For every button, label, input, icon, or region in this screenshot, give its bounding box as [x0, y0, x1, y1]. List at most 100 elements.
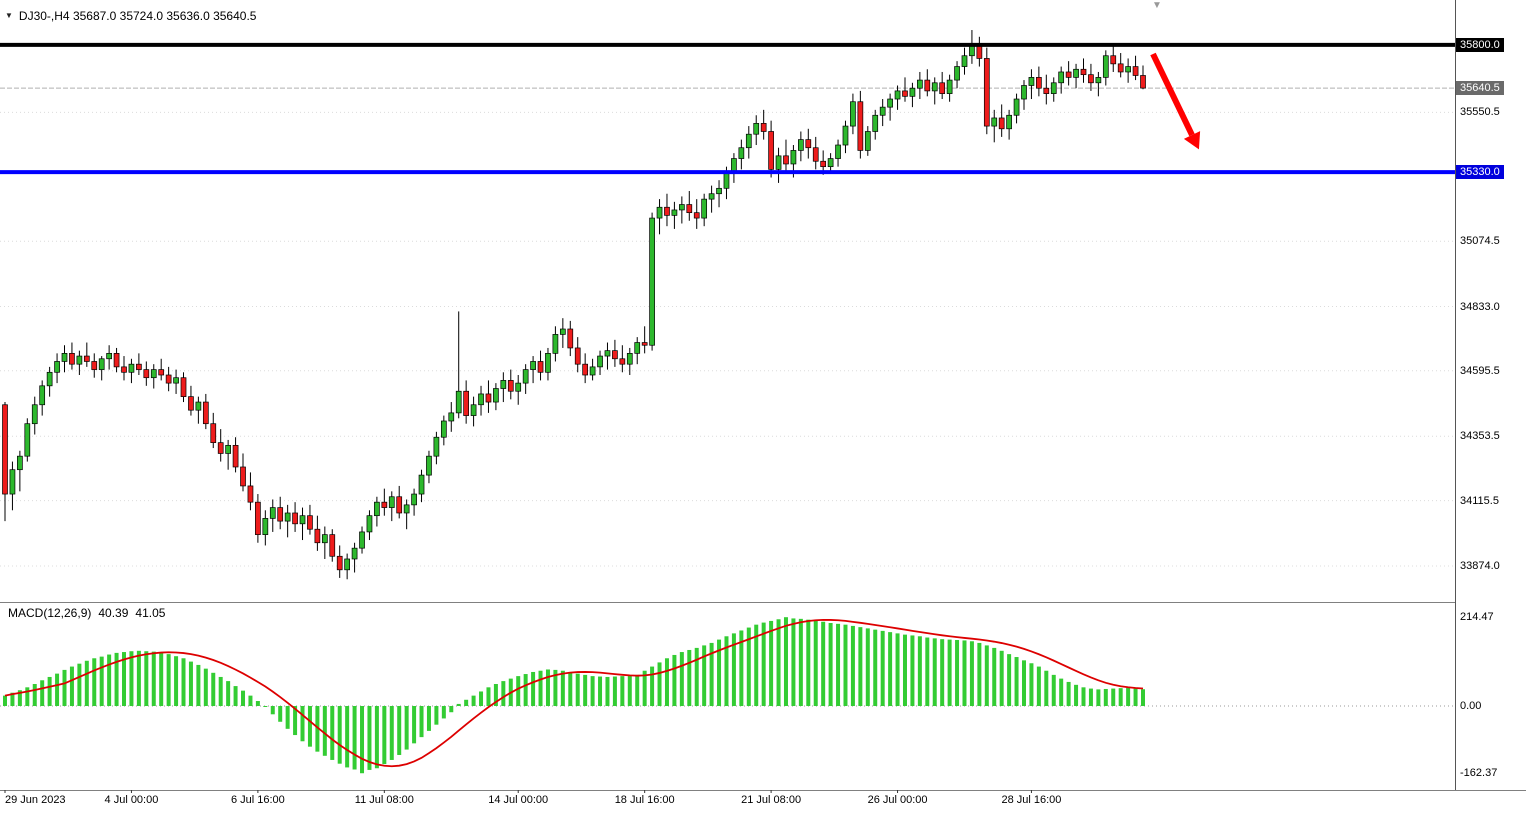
time-axis-label: 11 Jul 08:00 [354, 794, 414, 806]
macd-histogram-bar [761, 622, 766, 707]
macd-axis-label: 214.47 [1460, 610, 1494, 623]
macd-histogram-bar [590, 676, 595, 707]
candle-body [656, 206, 663, 219]
candle-body [983, 58, 990, 127]
candle-body [359, 531, 365, 549]
macd-histogram-bar [895, 633, 900, 707]
macd-signal-value: 41.05 [135, 606, 166, 620]
candle-body [760, 123, 767, 132]
candle-body [961, 55, 968, 67]
candle-body [188, 396, 194, 411]
macd-histogram-bar [836, 623, 841, 707]
macd-histogram-bar [850, 625, 855, 707]
macd-histogram-bar [635, 674, 640, 707]
candle-body [61, 353, 68, 362]
candle-body [180, 377, 187, 397]
price-axis-label: 34115.5 [1460, 494, 1499, 507]
candle-body [619, 358, 626, 365]
macd-histogram-bar [1141, 689, 1145, 707]
candle-body [255, 501, 261, 535]
macd-histogram-bar [412, 706, 417, 744]
candle-body [277, 507, 284, 522]
macd-histogram-bar [10, 692, 15, 707]
candle-body [232, 444, 239, 468]
time-axis[interactable]: 29 Jun 2023 4 Jul 00:00 6 Jul 16:00 11 Jul … [0, 793, 1455, 813]
macd-histogram-bar [255, 701, 260, 707]
macd-histogram-bar [307, 706, 312, 747]
macd-histogram-bar [84, 660, 89, 707]
trend-arrow-shaft[interactable] [1150, 52, 1195, 137]
macd-histogram-bar [32, 684, 37, 707]
macd-histogram-bar [902, 634, 907, 707]
chart-collapse-icon[interactable]: ▼ [5, 11, 13, 20]
candle-body [686, 204, 693, 214]
macd-histogram-bar [114, 652, 119, 707]
macd-histogram-bar [337, 706, 342, 764]
time-axis-label: 6 Jul 16:00 [230, 794, 285, 806]
candle-body [805, 139, 812, 149]
candle-body [381, 501, 388, 508]
candle-body [1088, 74, 1094, 84]
macd-histogram-bar [538, 670, 543, 707]
macd-histogram-bar [612, 676, 617, 707]
scroll-anchor-icon[interactable]: ▼ [1152, 0, 1162, 11]
symbol-ohlc-text: DJ30-,H4 35687.0 35724.0 35636.0 35640.5 [18, 9, 257, 23]
main-chart-region[interactable] [0, 0, 1455, 602]
macd-histogram-bar [233, 686, 238, 707]
macd-histogram-bar [129, 651, 134, 707]
candle-body [39, 385, 46, 406]
price-axis-label: 35330.0 [1456, 165, 1504, 180]
macd-histogram-bar [821, 621, 826, 707]
macd-histogram-bar [731, 633, 736, 707]
candle-body [388, 496, 395, 508]
candle-body [976, 44, 983, 59]
candle-body [589, 366, 596, 376]
price-axis[interactable]: 35800.0 35640.5 35550.5 35330.0 35074.5 34833… [1456, 0, 1526, 790]
price-axis-label: 33874.0 [1460, 560, 1500, 572]
trend-arrow-head[interactable] [1183, 131, 1201, 150]
candle-body [559, 328, 566, 335]
macd-histogram-bar [3, 695, 7, 707]
macd-histogram-bar [657, 662, 662, 707]
macd-histogram-bar [962, 640, 967, 707]
price-axis-label: 35550.5 [1460, 106, 1500, 119]
macd-histogram-bar [374, 706, 379, 769]
macd-histogram-bar [47, 676, 52, 707]
macd-histogram-bar [598, 676, 603, 707]
macd-histogram-bar [702, 645, 707, 707]
candle-body [493, 388, 499, 403]
macd-histogram-bar [999, 650, 1004, 707]
macd-signal-line [4, 619, 1144, 768]
macd-histogram-bar [575, 673, 580, 707]
macd-histogram-bar [969, 641, 974, 707]
candle-body [455, 390, 462, 414]
candle-body [790, 150, 797, 165]
macd-histogram-bar [471, 695, 476, 707]
candle-body [366, 515, 373, 533]
macd-histogram-bar [1118, 688, 1123, 707]
candle-body [463, 390, 470, 416]
macd-histogram-bar [144, 651, 149, 707]
macd-histogram-bar [1066, 681, 1071, 707]
candle-body [321, 534, 328, 544]
macd-histogram-bar [278, 706, 283, 722]
candle-body [812, 147, 819, 162]
macd-histogram-bar [330, 706, 335, 760]
candle-body [225, 444, 231, 454]
time-axis-label: 29 Jun 2023 [5, 794, 66, 806]
candle-body [850, 101, 856, 127]
macd-histogram-bar [769, 620, 774, 707]
candle-body [820, 160, 827, 168]
candle-body [879, 106, 886, 116]
macd-histogram-bar [1014, 657, 1019, 707]
candle-body [136, 363, 142, 370]
macd-histogram-bar [1021, 660, 1026, 707]
candle-body [106, 353, 112, 360]
candle-body [552, 334, 559, 354]
candle-body [954, 66, 960, 81]
macd-histogram-bar [419, 706, 424, 738]
candle-body [1013, 98, 1020, 116]
candle-body [9, 469, 16, 495]
